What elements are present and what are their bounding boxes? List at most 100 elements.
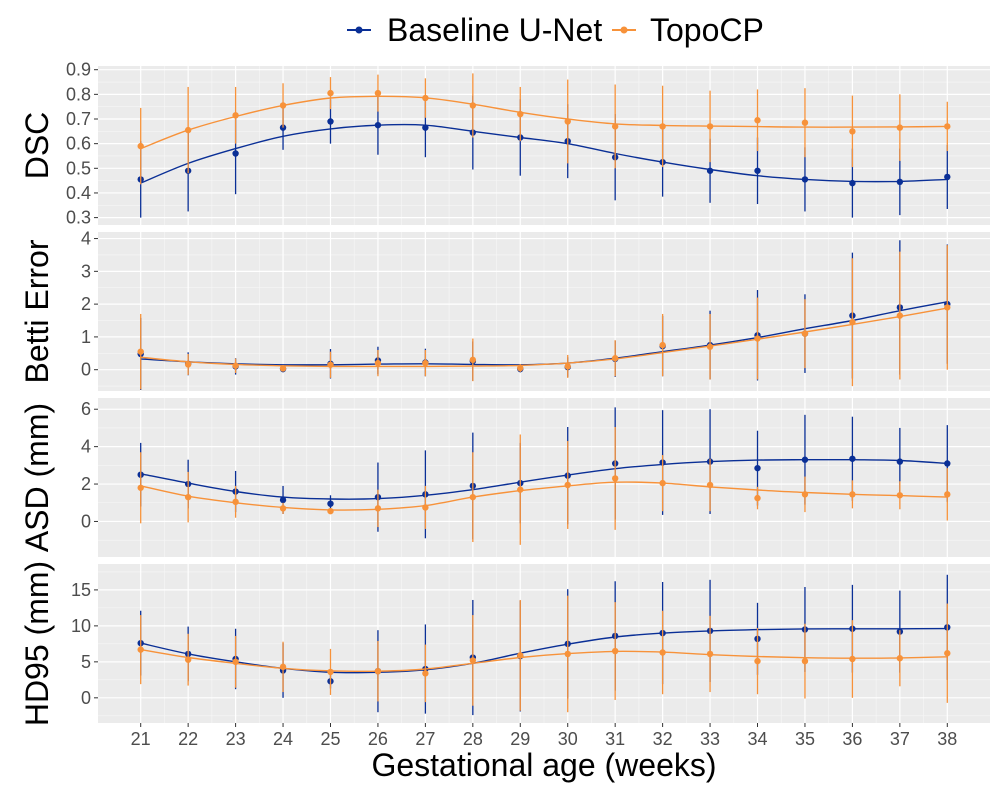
data-point <box>327 507 334 515</box>
data-point <box>706 650 714 658</box>
data-point <box>706 481 714 489</box>
panel-2: 0 1 2 3 4 Betti Error <box>19 229 990 391</box>
x-tick-label: 31 <box>605 729 625 749</box>
data-point <box>896 124 904 131</box>
data-point <box>944 123 951 130</box>
data-point <box>896 312 904 319</box>
data-point <box>184 656 192 663</box>
data-point <box>374 89 382 97</box>
x-tick-label: 26 <box>368 729 388 749</box>
series-topocp <box>137 73 951 185</box>
y-tick-label: 0.9 <box>66 60 91 80</box>
data-point <box>279 365 287 372</box>
data-point <box>279 124 287 131</box>
data-point <box>659 479 666 487</box>
y-tick-label: 4 <box>81 229 91 249</box>
data-point <box>801 491 809 498</box>
data-point <box>232 498 239 506</box>
data-point <box>564 481 571 489</box>
legend-label-baseline: Baseline U-Net <box>387 12 602 48</box>
panel-1: 0.3 0.4 0.5 0.6 0.7 0.8 0.9 DSC <box>19 60 990 228</box>
data-point <box>896 655 904 662</box>
x-tick-label: 37 <box>890 729 910 749</box>
y-axis-title: ASD (mm) <box>19 403 55 552</box>
x-tick-label: 33 <box>700 729 720 749</box>
data-point <box>327 668 334 676</box>
y-tick-label: 2 <box>81 474 91 494</box>
data-point <box>659 649 666 656</box>
y-tick-label: 0.6 <box>66 134 91 154</box>
trend-line <box>140 95 948 150</box>
panels: 0.3 0.4 0.5 0.6 0.7 0.8 0.9 DSC 0 1 2 3 4 Betti Error… <box>19 60 990 726</box>
data-point <box>754 167 761 174</box>
data-point <box>422 359 429 367</box>
trend-line <box>140 458 948 500</box>
y-tick-label: 0.8 <box>66 84 91 104</box>
data-point <box>754 657 761 665</box>
data-point <box>137 484 144 491</box>
data-point <box>232 112 239 119</box>
data-point <box>469 493 477 501</box>
data-point <box>422 94 429 102</box>
x-tick-label: 28 <box>463 729 483 749</box>
x-tick-label: 25 <box>320 729 340 749</box>
x-tick-label: 32 <box>653 729 673 749</box>
data-point <box>896 458 904 465</box>
data-point <box>327 361 334 368</box>
x-tick-label: 29 <box>510 729 530 749</box>
data-point <box>279 102 287 109</box>
x-axis: 21 22 23 24 25 26 27 28 29 30 31 32 33 34 35 36 37 38 <box>131 723 957 749</box>
trend-line <box>140 648 948 673</box>
y-tick-label: 4 <box>81 437 91 457</box>
y-tick-label: 6 <box>81 399 91 419</box>
series-topocp <box>137 426 951 545</box>
y-tick-label: 10 <box>71 616 91 636</box>
y-axis-title: Betti Error <box>19 239 55 383</box>
x-tick-label: 24 <box>273 729 293 749</box>
trend-line <box>140 123 948 184</box>
panel-4: 0 5 10 15 HD95 (mm) <box>19 561 990 726</box>
x-tick-label: 38 <box>937 729 957 749</box>
y-tick-label: 15 <box>71 580 91 600</box>
legend-key-topocp-dot <box>620 26 628 34</box>
data-point <box>659 341 666 349</box>
data-point <box>279 496 287 504</box>
data-point <box>564 363 571 370</box>
y-tick-label: 2 <box>81 294 91 314</box>
legend-key-baseline-dot <box>355 26 363 34</box>
y-tick-label: 0.7 <box>66 109 91 129</box>
data-point <box>232 150 239 157</box>
data-point <box>754 494 761 502</box>
data-point <box>422 670 429 677</box>
data-point <box>564 118 571 125</box>
data-point <box>849 179 856 187</box>
data-point <box>279 505 287 512</box>
y-axis-title: HD95 (mm) <box>19 561 55 726</box>
data-point <box>944 460 951 467</box>
data-point <box>517 652 524 659</box>
data-point <box>184 361 192 368</box>
data-point <box>944 650 951 657</box>
x-tick-label: 35 <box>795 729 815 749</box>
data-point <box>469 657 477 664</box>
x-tick-label: 27 <box>415 729 435 749</box>
data-point <box>801 119 809 126</box>
data-point <box>706 343 714 350</box>
data-point <box>849 318 856 326</box>
legend-label-topocp: TopoCP <box>650 12 764 48</box>
y-tick-label: 0.3 <box>66 208 91 228</box>
data-point <box>801 330 809 337</box>
data-point <box>469 102 477 109</box>
data-point <box>801 176 809 183</box>
series-topocp <box>137 595 951 713</box>
legend: Baseline U-Net TopoCP <box>347 12 764 48</box>
data-point <box>469 356 477 364</box>
data-point <box>849 128 856 135</box>
data-point <box>944 304 951 311</box>
data-point <box>232 658 239 666</box>
data-point <box>184 126 192 134</box>
data-point <box>801 657 809 665</box>
panel-3: 0 2 4 6 ASD (mm) <box>19 398 990 557</box>
data-point <box>659 123 666 130</box>
